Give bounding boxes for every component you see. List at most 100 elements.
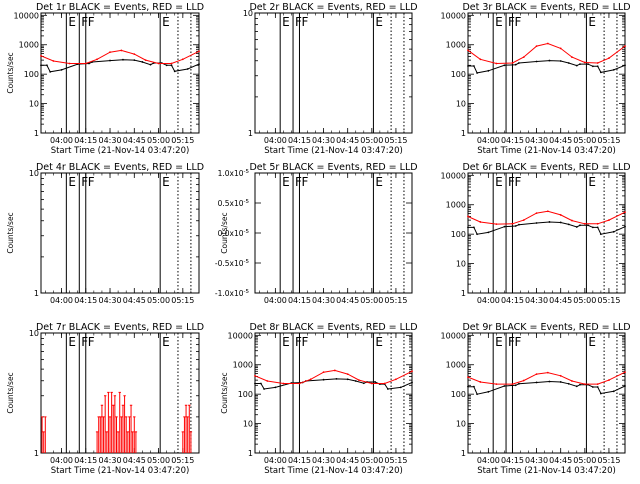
y-tick-label: 100: [451, 390, 466, 399]
x-axis-label: Start Time (21-Nov-14 03:47:20): [477, 146, 616, 156]
marker-label-f: F: [81, 15, 88, 29]
data-point: [575, 385, 578, 388]
x-tick-label: 04:30: [312, 456, 335, 465]
data-point: [596, 383, 599, 385]
data-point: [335, 378, 338, 380]
y-tick-label: 10000: [14, 11, 39, 20]
data-point: [559, 214, 562, 216]
x-tick-label: 04:15: [501, 136, 524, 145]
data-point: [579, 224, 581, 227]
data-point: [472, 226, 475, 229]
y-tick-label: 100: [24, 70, 39, 79]
marker-label-e: E: [495, 335, 503, 349]
data-point: [596, 386, 599, 388]
marker-label-e: E: [68, 175, 76, 189]
data-point: [122, 58, 124, 61]
data-point: [511, 62, 514, 64]
y-tick-label: 100: [238, 390, 253, 399]
data-point: [109, 51, 111, 54]
series-line-2: [467, 371, 626, 385]
data-point: [591, 65, 594, 68]
x-tick-label: 04:45: [549, 296, 572, 305]
y-tick-label: 10: [456, 100, 466, 109]
data-point: [546, 371, 549, 374]
data-point: [354, 380, 357, 382]
data-point: [141, 61, 144, 63]
x-tick-label: 05:15: [597, 296, 620, 305]
y-tick-label: 1: [248, 129, 253, 138]
marker-label-e: E: [588, 175, 596, 189]
marker-label-f: F: [514, 15, 521, 29]
data-point: [395, 378, 397, 381]
data-point: [535, 212, 538, 215]
data-point: [476, 233, 479, 236]
x-tick-label: 04:00: [50, 136, 73, 145]
y-tick-label: 10: [456, 420, 466, 429]
y-tick-label: 10000: [228, 331, 253, 340]
data-point: [120, 49, 123, 52]
y-axis-label: Counts/sec: [6, 372, 15, 413]
data-point: [583, 383, 586, 385]
data-point: [467, 49, 469, 52]
data-point: [96, 58, 98, 61]
data-point: [579, 383, 581, 386]
data-point: [511, 222, 514, 225]
panel-title: Det 7r BLACK = Events, RED = LLD: [36, 322, 204, 333]
data-point: [596, 62, 599, 64]
data-point: [84, 62, 87, 65]
data-point: [503, 64, 506, 67]
marker-label-e: E: [282, 15, 290, 29]
data-point: [596, 226, 599, 229]
x-tick-label: 04:00: [264, 456, 287, 465]
data-point: [46, 64, 48, 67]
y-tick-label: 1000: [19, 41, 39, 50]
panel-9: Det 9r BLACK = Events, RED = LLD 1 10 100 10…: [441, 322, 631, 476]
data-point: [608, 57, 610, 60]
data-point: [587, 224, 589, 227]
x-tick-label: 05:00: [573, 136, 596, 145]
y-tick-label: 1: [34, 129, 39, 138]
data-point: [165, 64, 168, 67]
data-point: [503, 225, 506, 228]
marker-label-f: F: [81, 335, 88, 349]
data-point: [274, 386, 277, 389]
data-point: [495, 383, 498, 385]
data-point: [254, 374, 256, 377]
data-point: [612, 68, 615, 71]
data-point: [608, 379, 610, 382]
plot-frame: [254, 332, 413, 454]
y-tick-exponent: -5: [244, 199, 250, 205]
data-point: [587, 63, 589, 65]
x-tick-label: 04:30: [312, 136, 335, 145]
data-point: [518, 62, 520, 64]
data-point: [624, 385, 626, 387]
data-point: [575, 226, 578, 228]
panel-title: Det 3r BLACK = Events, RED = LLD: [462, 2, 630, 13]
data-point: [173, 70, 176, 73]
marker-label-f: F: [88, 335, 95, 349]
data-point: [88, 62, 90, 65]
panel-5: Det 5r BLACK = Events, RED = LLD1.0x10-5…: [215, 162, 418, 305]
data-point: [346, 378, 349, 381]
data-point: [467, 226, 469, 229]
x-tick-label: 04:45: [549, 136, 572, 145]
data-point: [559, 60, 562, 62]
x-tick-label: 05:15: [171, 296, 194, 305]
x-tick-label: 05:15: [384, 456, 407, 465]
data-point: [472, 65, 475, 67]
series-line-2: [254, 369, 413, 384]
y-axis-label: Counts/sec: [220, 212, 229, 253]
x-tick-label: 05:15: [384, 136, 407, 145]
x-tick-label: 05:00: [360, 136, 383, 145]
data-point: [411, 381, 413, 384]
data-point: [149, 63, 152, 66]
data-point: [624, 45, 626, 47]
y-tick-label: 1.0x10-5: [218, 169, 250, 178]
data-point: [511, 383, 514, 385]
marker-label-f: F: [508, 335, 515, 349]
x-tick-label: 05:00: [573, 456, 596, 465]
y-tick-label: 1: [461, 129, 466, 138]
data-point: [514, 384, 517, 387]
data-point: [559, 221, 562, 224]
marker-label-e: E: [162, 335, 170, 349]
